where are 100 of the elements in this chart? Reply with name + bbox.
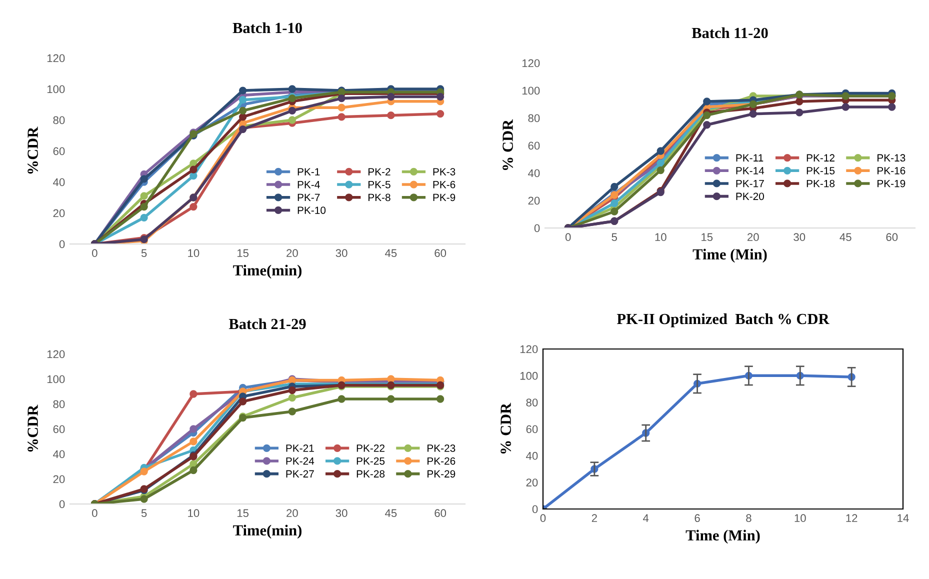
x-tick-label: 60	[886, 233, 898, 242]
y-tick-label: 120	[520, 345, 538, 354]
y-tick-label: 100	[47, 375, 65, 384]
legend-label: PK-20	[736, 192, 764, 200]
legend-label: PK-19	[878, 180, 906, 188]
y-tick-label: 80	[53, 116, 65, 124]
y-tick-label: 100	[522, 86, 540, 95]
x-tick-label: 10	[794, 514, 806, 522]
y-tick-label: 40	[528, 169, 540, 178]
y-tick-label: 20	[526, 478, 538, 486]
x-tick-label: 0	[565, 233, 571, 242]
x-tick-label: 0	[92, 509, 98, 518]
x-tick-label: 10	[655, 233, 666, 242]
legend-label: PK-9	[433, 194, 456, 202]
y-tick-label: 80	[526, 398, 538, 406]
y-tick-label: 0	[59, 240, 65, 248]
x-tick-label: 15	[702, 233, 713, 242]
y-tick-label: 120	[522, 59, 540, 68]
y-tick-label: 120	[47, 350, 65, 358]
y-axis-title: % CDR	[502, 119, 513, 170]
y-tick-label: 0	[534, 224, 540, 232]
legend-label: PK-5	[368, 181, 390, 188]
x-tick-label: 15	[237, 249, 249, 258]
y-tick-label: 80	[53, 400, 65, 408]
x-tick-label: 5	[141, 249, 147, 258]
legend-label: PK-26	[428, 457, 456, 465]
x-tick-label: 12	[846, 514, 858, 522]
legend-label: PK-17	[736, 180, 764, 188]
legend-label: PK-6	[433, 180, 456, 188]
legend-label: PK-4	[298, 181, 320, 188]
legend-label: PK-7	[298, 194, 320, 202]
legend-label: PK-22	[356, 444, 384, 452]
legend-label: PK-18	[806, 180, 835, 188]
x-tick-label: 6	[694, 514, 700, 522]
x-tick-label: 45	[385, 509, 397, 518]
x-tick-label: 45	[840, 233, 852, 242]
legend-label: PK-13	[878, 154, 906, 162]
legend-label: PK-28	[356, 470, 385, 478]
x-axis-title: Time (Min)	[692, 248, 767, 263]
x-tick-label: 30	[794, 233, 806, 242]
legend-label: PK-27	[286, 470, 314, 478]
x-tick-label: 4	[643, 514, 649, 522]
y-tick-label: 100	[47, 85, 65, 94]
x-tick-label: 5	[141, 509, 147, 518]
x-tick-label: 20	[286, 249, 298, 258]
y-tick-label: 40	[526, 452, 538, 460]
legend-label: PK-16	[878, 167, 906, 174]
legend-label: PK-15	[806, 167, 835, 174]
y-tick-label: 60	[526, 425, 538, 434]
y-tick-label: 120	[47, 54, 65, 62]
legend-label: PK-23	[428, 444, 456, 452]
x-axis-title: Time(min)	[233, 264, 302, 279]
x-axis-title: Time (Min)	[686, 530, 760, 544]
legend-label: PK-24	[286, 457, 314, 465]
y-tick-label: 20	[53, 475, 65, 484]
x-tick-label: 45	[385, 249, 397, 258]
y-tick-label: 20	[53, 209, 65, 218]
y-tick-label: 40	[53, 178, 65, 186]
legend-label: PK-11	[736, 154, 764, 162]
x-axis-title: Time(min)	[233, 524, 302, 539]
y-axis-title: %CDR	[28, 404, 38, 452]
x-tick-label: 30	[336, 249, 348, 258]
x-tick-label: 60	[434, 509, 446, 518]
x-tick-label: 10	[188, 509, 200, 518]
x-tick-label: 20	[286, 509, 298, 518]
y-tick-label: 60	[53, 147, 65, 156]
y-tick-label: 60	[528, 142, 540, 150]
legend-label: PK-14	[736, 167, 764, 174]
y-tick-label: 0	[59, 500, 65, 508]
y-axis-title: %CDR	[28, 126, 38, 174]
chart-title: Batch 1-10	[232, 22, 302, 34]
legend-label: PK-2	[368, 168, 390, 176]
legend-label: PK-21	[286, 444, 314, 452]
legend-label: PK-8	[368, 194, 390, 202]
x-tick-label: 60	[434, 249, 446, 258]
y-tick-label: 100	[520, 372, 538, 380]
x-tick-label: 0	[540, 514, 546, 522]
x-tick-label: 2	[592, 514, 597, 522]
y-tick-label: 20	[528, 196, 540, 205]
legend-label: PK-3	[433, 168, 456, 176]
y-tick-label: 80	[528, 114, 540, 122]
y-axis-title: % CDR	[500, 402, 511, 454]
legend-label: PK-25	[356, 457, 385, 465]
y-tick-label: 40	[53, 450, 65, 458]
x-tick-label: 5	[612, 233, 617, 242]
x-tick-label: 10	[188, 249, 200, 258]
x-tick-label: 0	[92, 249, 98, 258]
x-tick-label: 30	[336, 509, 348, 518]
legend-label: PK-12	[806, 154, 834, 162]
chart-title: Batch 21-29	[228, 318, 306, 330]
y-tick-label: 60	[53, 425, 65, 434]
chart-title: Batch 11-20	[692, 27, 768, 38]
x-tick-label: 8	[746, 514, 752, 522]
legend-label: PK-1	[298, 168, 320, 176]
x-tick-label: 15	[237, 509, 249, 518]
legend-label: PK-29	[428, 470, 456, 478]
x-tick-label: 14	[898, 514, 909, 522]
x-tick-label: 20	[748, 233, 759, 242]
legend-label: PK-10	[298, 206, 326, 214]
chart-title: PK-II Optimized Batch % CDR	[616, 313, 830, 328]
